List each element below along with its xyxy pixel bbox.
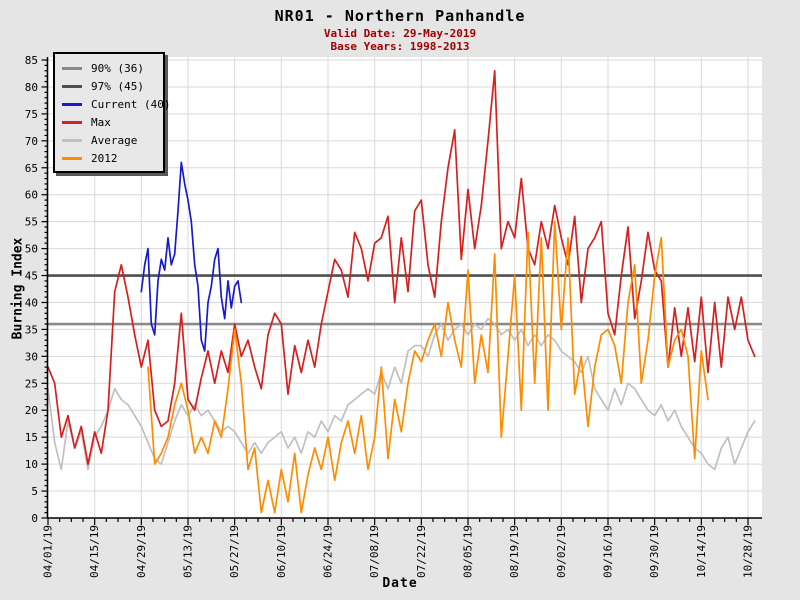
- y-tick-label: 30: [25, 350, 38, 363]
- y-tick-label: 40: [25, 296, 38, 309]
- legend-label: Current (40): [91, 97, 171, 111]
- y-tick-label: 80: [25, 81, 38, 94]
- legend-item-90pct: 90% (36): [55, 59, 163, 77]
- y-tick-label: 45: [25, 270, 38, 283]
- y-tick-label: 75: [25, 108, 38, 121]
- y-tick-label: 70: [25, 135, 38, 148]
- max-line-swatch: [62, 120, 82, 124]
- series-2012-line: [147, 220, 709, 514]
- legend-item-average: Average: [55, 131, 163, 149]
- valid-date-subtitle: Valid Date: 29-May-2019: [323, 27, 477, 40]
- 90pct-line-swatch: [62, 66, 82, 70]
- legend-label: 2012: [91, 151, 118, 165]
- series-current-40--line: [140, 161, 243, 352]
- y-tick-label: 0: [31, 512, 38, 525]
- legend-item-2012: 2012: [55, 149, 163, 167]
- y-tick-label: 15: [25, 431, 38, 444]
- legend-box: 90% (36) 97% (45) Current (40) Max Avera…: [53, 52, 170, 173]
- y-tick-label: 25: [25, 377, 38, 390]
- x-tick-label: 09/16/19: [601, 525, 614, 578]
- y-tick-label: 50: [25, 243, 38, 256]
- y-tick-label: 35: [25, 323, 38, 336]
- y-tick-label: 65: [25, 162, 38, 175]
- current-line-swatch: [62, 102, 82, 106]
- y-tick-label: 85: [25, 54, 38, 67]
- x-tick-label: 04/15/19: [88, 525, 101, 578]
- x-tick-label: 06/24/19: [321, 525, 334, 578]
- x-tick-label: 08/19/19: [508, 525, 521, 578]
- x-tick-label: 07/08/19: [368, 525, 381, 578]
- x-axis-label: Date: [382, 576, 418, 591]
- y-tick-label: 20: [25, 404, 38, 417]
- y-tick-label: 5: [31, 485, 38, 498]
- x-tick-label: 10/14/19: [695, 525, 708, 578]
- x-tick-label: 09/30/19: [648, 525, 661, 578]
- series-average-line: [47, 317, 756, 471]
- x-tick-label: 04/29/19: [135, 525, 148, 578]
- y-axis-label: Burning Index: [10, 237, 26, 340]
- x-tick-label: 05/13/19: [181, 525, 194, 578]
- 97pct-line-swatch: [62, 84, 82, 88]
- y-tick-label: 10: [25, 458, 38, 471]
- average-line-swatch: [62, 138, 82, 142]
- chart-title: NR01 - Northern Panhandle: [274, 7, 526, 25]
- legend-item-max: Max: [55, 113, 163, 131]
- legend-label: 90% (36): [91, 61, 144, 75]
- x-tick-label: 06/10/19: [275, 525, 288, 578]
- legend-label: Max: [91, 115, 111, 129]
- x-tick-label: 10/28/19: [741, 525, 754, 578]
- legend-item-current: Current (40): [55, 95, 170, 113]
- y-tick-label: 55: [25, 216, 38, 229]
- x-tick-label: 07/22/19: [415, 525, 428, 578]
- x-tick-label: 04/01/19: [42, 525, 55, 578]
- base-years-subtitle: Base Years: 1998-2013: [330, 40, 470, 53]
- legend-label: 97% (45): [91, 79, 144, 93]
- y-tick-label: 60: [25, 189, 38, 202]
- legend-item-97pct: 97% (45): [55, 77, 163, 95]
- legend-label: Average: [91, 133, 138, 147]
- x-tick-label: 09/02/19: [555, 525, 568, 578]
- x-tick-label: 08/05/19: [461, 525, 474, 578]
- 2012-line-swatch: [62, 156, 82, 160]
- x-tick-label: 05/27/19: [228, 525, 241, 578]
